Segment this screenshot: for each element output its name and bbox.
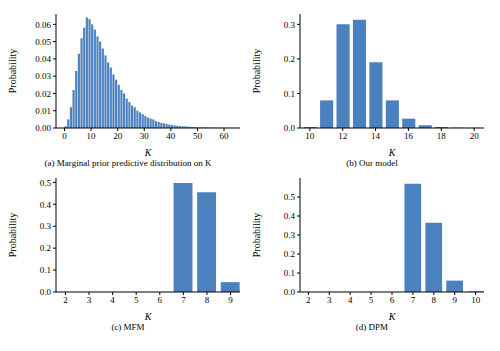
svg-text:0.3: 0.3 [40, 221, 52, 231]
svg-text:0.4: 0.4 [284, 211, 296, 221]
svg-text:0.05: 0.05 [35, 37, 51, 47]
svg-text:K: K [144, 311, 153, 320]
svg-text:0.02: 0.02 [35, 89, 51, 99]
svg-text:50: 50 [193, 131, 203, 141]
svg-text:Probability: Probability [8, 213, 18, 257]
svg-text:6: 6 [158, 295, 163, 305]
html-text:(c) MFM: (c) MFM [111, 322, 145, 332]
svg-text:0.00: 0.00 [35, 123, 51, 133]
svg-text:10: 10 [471, 295, 481, 305]
svg-text:4: 4 [348, 295, 353, 305]
svg-text:0.5: 0.5 [284, 192, 296, 202]
svg-text:0.03: 0.03 [35, 71, 51, 81]
svg-text:0.5: 0.5 [40, 178, 52, 188]
svg-text:40: 40 [166, 131, 176, 141]
svg-text:3: 3 [87, 295, 92, 305]
svg-text:20: 20 [470, 131, 480, 141]
svg-text:0.0: 0.0 [284, 123, 296, 133]
svg-text:K: K [388, 147, 397, 156]
svg-text:0.1: 0.1 [284, 89, 295, 99]
svg-text:60: 60 [220, 131, 230, 141]
svg-text:0.06: 0.06 [35, 20, 51, 30]
svg-text:0.3: 0.3 [284, 20, 296, 30]
svg-text:9: 9 [228, 295, 233, 305]
svg-text:8: 8 [432, 295, 437, 305]
svg-text:5: 5 [369, 295, 374, 305]
html-text:(b) Our model: (b) Our model [346, 158, 398, 168]
svg-text:0.04: 0.04 [35, 54, 51, 64]
svg-text:6: 6 [390, 295, 395, 305]
svg-text:4: 4 [110, 295, 115, 305]
svg-text:8: 8 [205, 295, 210, 305]
svg-text:2: 2 [63, 295, 68, 305]
svg-text:K: K [388, 311, 397, 320]
svg-text:0.1: 0.1 [284, 268, 295, 278]
svg-text:9: 9 [452, 295, 457, 305]
svg-text:0.4: 0.4 [40, 200, 52, 210]
svg-text:30: 30 [140, 131, 150, 141]
html-text:(d) DPM: (d) DPM [355, 322, 389, 332]
svg-text:Probability: Probability [8, 49, 18, 93]
svg-text:0.01: 0.01 [35, 106, 51, 116]
svg-text:16: 16 [404, 131, 414, 141]
svg-text:0.2: 0.2 [284, 249, 295, 259]
svg-text:10: 10 [87, 131, 97, 141]
svg-text:0.2: 0.2 [40, 243, 51, 253]
svg-text:12: 12 [338, 131, 347, 141]
svg-text:18: 18 [437, 131, 447, 141]
html-text:(a) Marginal prior predictive: (a) Marginal prior predictive distributi… [44, 158, 212, 168]
svg-text:14: 14 [371, 131, 381, 141]
svg-text:0: 0 [62, 131, 67, 141]
svg-text:7: 7 [411, 295, 416, 305]
svg-text:0.1: 0.1 [40, 265, 51, 275]
svg-text:0.2: 0.2 [284, 54, 295, 64]
svg-text:10: 10 [305, 131, 315, 141]
svg-text:0.3: 0.3 [284, 230, 296, 240]
svg-text:3: 3 [327, 295, 332, 305]
svg-text:0.0: 0.0 [40, 287, 52, 297]
svg-text:0.0: 0.0 [284, 287, 296, 297]
svg-text:Probability: Probability [252, 49, 262, 93]
svg-text:Probability: Probability [252, 213, 262, 257]
svg-text:5: 5 [134, 295, 139, 305]
svg-text:2: 2 [306, 295, 311, 305]
svg-text:7: 7 [181, 295, 186, 305]
svg-text:K: K [144, 147, 153, 156]
svg-text:20: 20 [113, 131, 123, 141]
